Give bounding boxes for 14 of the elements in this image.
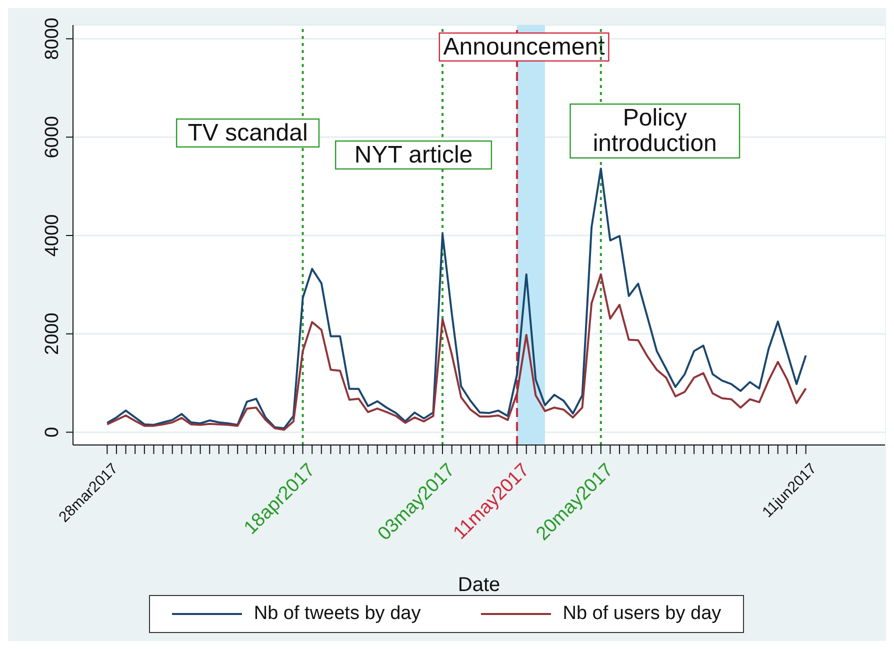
ref-line-label: Policy introduction [592,104,717,157]
line-series [106,273,807,431]
line-series [106,168,807,430]
x-axis-title: Date [458,574,500,596]
legend-label: Nb of tweets by day [252,603,421,625]
y-tick-label: 0 [42,426,63,438]
ref-line-label: Announcement [443,34,606,61]
ref-line-label: TV scandal [188,120,308,147]
y-tick-label: 2000 [42,312,63,355]
y-tick-label: 6000 [42,116,63,158]
ref-line-label: NYT article [354,142,473,169]
y-tick-label: 8000 [42,18,63,60]
legend-label: Nb of users by day [562,603,722,625]
y-tick-label: 4000 [42,214,63,257]
